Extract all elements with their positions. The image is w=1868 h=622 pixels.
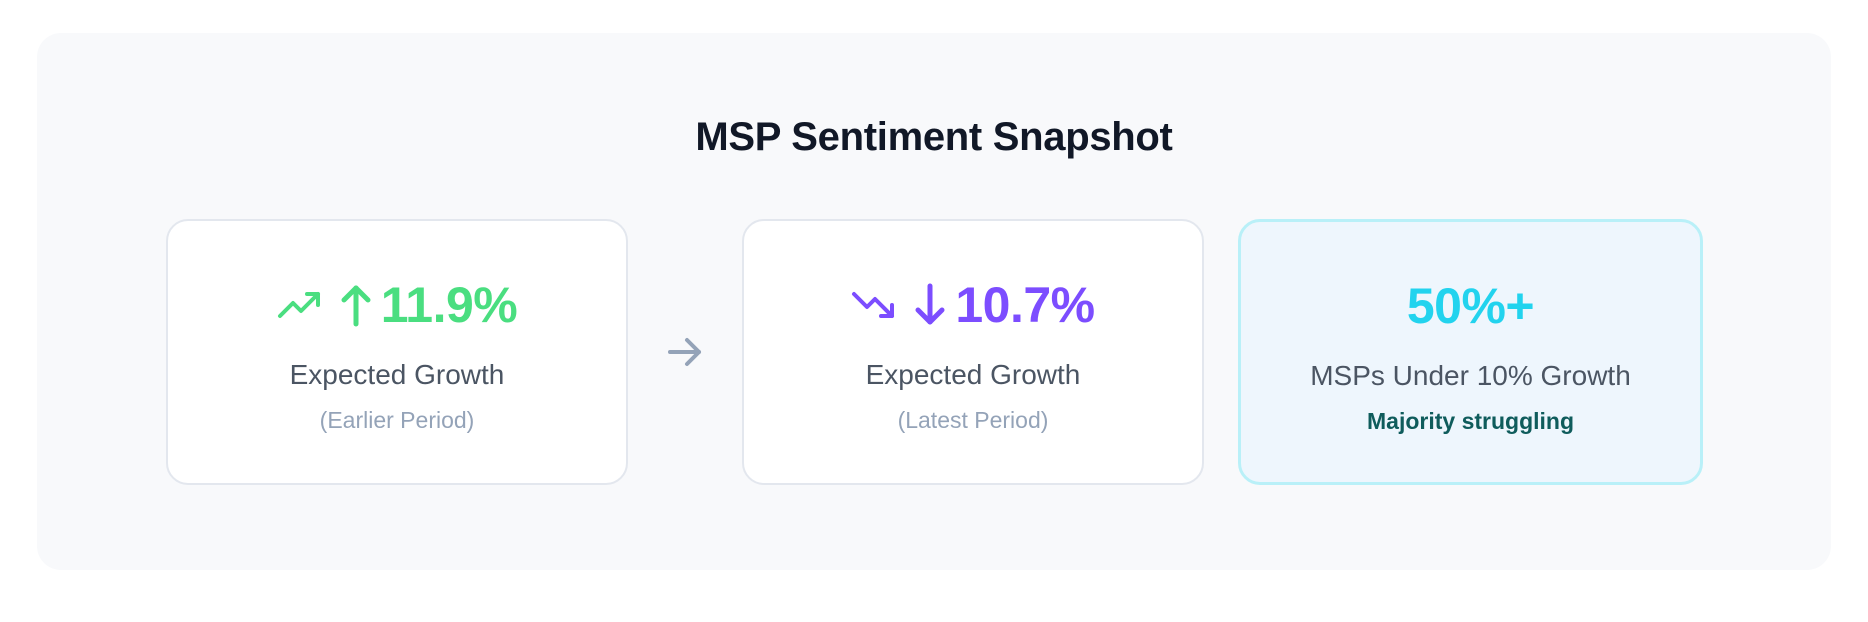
metric-card-under-10: 50%+ MSPs Under 10% Growth Majority stru… [1238,219,1703,485]
metric-value: 50%+ [1406,278,1535,334]
metric-card-earlier: 11.9% Expected Growth (Earlier Period) [166,219,628,485]
metric-row: 10.7% [744,275,1202,335]
metric-label: MSPs Under 10% Growth [1310,360,1631,391]
metric-value: 11.9% [380,277,518,333]
metric-note: Majority struggling [1367,408,1574,434]
metric-label: Expected Growth [865,359,1081,390]
arrow-right-icon [668,338,701,366]
metric-sublabel: (Earlier Period) [319,407,475,433]
metric-card-latest: 10.7% Expected Growth (Latest Period) [742,219,1204,485]
arrow-up-icon [341,285,371,327]
metric-row: 11.9% [168,275,626,335]
metric-sublabel: (Latest Period) [897,407,1049,433]
metric-label: Expected Growth [289,359,505,390]
metric-row: 50%+ [1241,276,1700,336]
arrow-down-icon [915,283,945,325]
metric-value: 10.7% [955,277,1095,333]
trending-up-icon [277,292,320,318]
snapshot-panel: MSP Sentiment Snapshot 11.9% Expected Gr… [37,33,1831,570]
trending-down-icon [852,292,895,318]
page-title: MSP Sentiment Snapshot [695,115,1173,159]
